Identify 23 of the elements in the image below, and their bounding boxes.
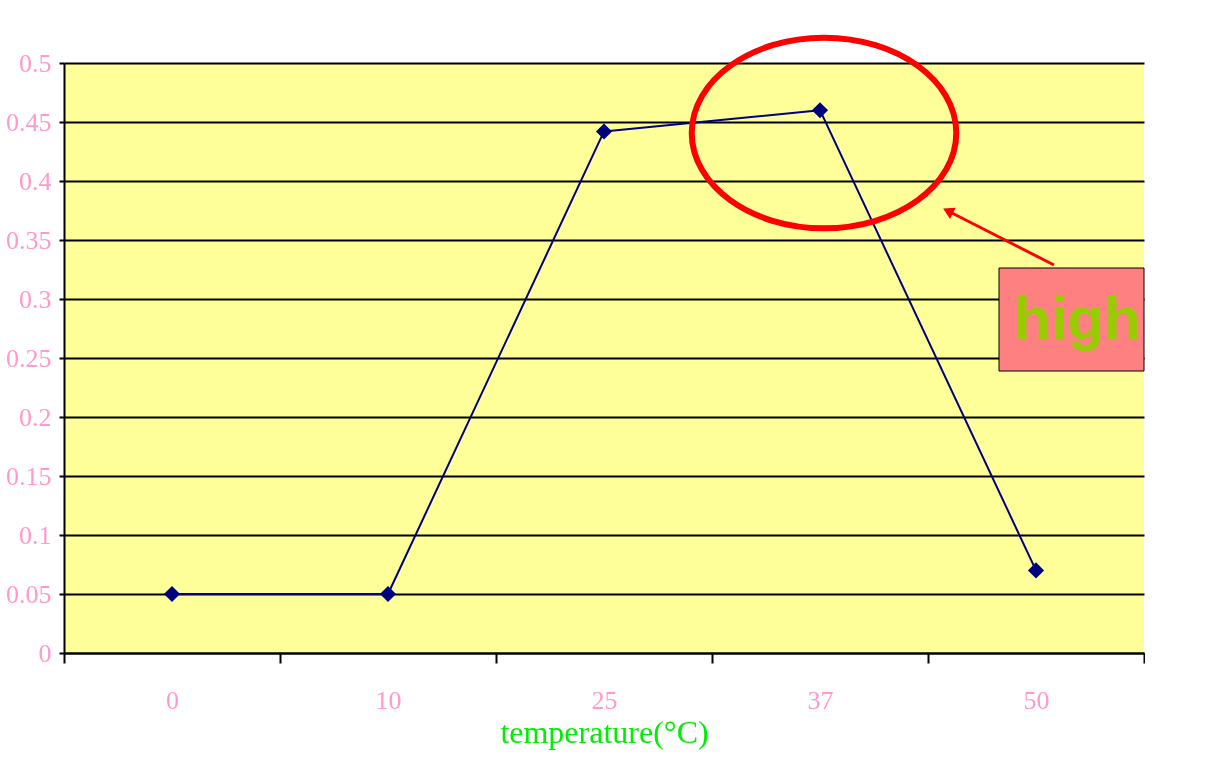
point — [1027, 562, 1045, 579]
y-tick-label: 0.35 — [6, 225, 52, 255]
point — [379, 585, 397, 603]
y-tick-label: 0.25 — [6, 343, 52, 373]
y-tick-label: 0.5 — [19, 48, 52, 78]
annotation: high — [1014, 285, 1141, 352]
y-tick-label: 0.15 — [6, 461, 52, 491]
point — [163, 585, 181, 603]
y-tick-label: 0.2 — [19, 402, 52, 432]
x-tick-label: 0 — [166, 685, 179, 715]
x-tick-label: 10 — [375, 685, 402, 715]
point — [595, 123, 613, 140]
x-tick-label: 50 — [1023, 685, 1050, 715]
point — [811, 102, 829, 119]
y-tick-label: 0.3 — [19, 284, 52, 314]
x-axis-title: temperature(°C) — [500, 713, 709, 750]
x-tick-label: 37 — [807, 685, 834, 715]
x-tick-label: 25 — [591, 685, 618, 715]
y-tick-label: 0.4 — [19, 166, 52, 196]
y-tick-label: 0.1 — [19, 520, 52, 550]
y-tick-label: 0 — [38, 638, 52, 668]
y-tick-label: 0.05 — [6, 579, 52, 609]
y-tick-label: 0.45 — [6, 107, 52, 137]
